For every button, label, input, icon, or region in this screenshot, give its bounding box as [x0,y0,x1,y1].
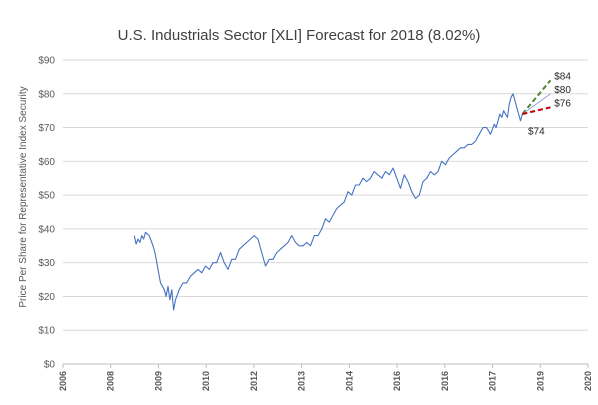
series-lines [133,79,552,311]
x-tick-label: 2008 [106,371,116,391]
y-tick-label: $30 [38,258,55,269]
grid [63,59,588,365]
y-tick-label: $70 [38,123,55,134]
y-tick-label: $80 [38,89,55,100]
y-tick-labels: $0 $10 $20 $30 $40 $50 $60 $70 $80 $90 [38,56,55,371]
price-series-line [133,93,523,311]
y-axis-label: Price Per Share for Representative Index… [18,86,29,307]
annotations: $84 $80 $76 $74 [528,71,571,137]
x-tick-label: 2016 [392,371,402,391]
x-tick-label: 2017 [488,371,498,391]
price-annotation: $76 [554,98,571,109]
x-tick-label: 2010 [201,371,211,391]
x-tick-labels: 2006 2008 2009 2010 2012 2013 2014 2016 2016 2017… [58,364,593,391]
x-tick-label: 2016 [440,371,450,391]
y-tick-label: $90 [38,56,55,67]
x-tick-label: 2009 [153,371,163,391]
x-tick-label: 2014 [344,371,354,391]
x-tick-label: 2020 [583,371,593,391]
x-tick-label: 2013 [297,371,307,391]
mid-series-line [522,93,551,115]
x-tick-label: 2012 [249,371,259,391]
price-annotation: $84 [554,71,571,82]
x-tick-label: 2006 [58,371,68,391]
low-series-line [522,106,551,115]
y-tick-label: $60 [38,157,55,168]
x-tick-label: 2019 [535,371,545,391]
y-tick-label: $0 [44,360,56,371]
price-annotation: $74 [528,126,545,137]
y-tick-label: $20 [38,292,55,303]
y-tick-label: $50 [38,191,55,202]
y-tick-label: $40 [38,224,55,235]
high-series-line [521,79,552,115]
price-annotation: $80 [554,85,571,96]
y-tick-label: $10 [38,326,55,337]
chart-title: U.S. Industrials Sector [XLI] Forecast f… [118,27,481,44]
